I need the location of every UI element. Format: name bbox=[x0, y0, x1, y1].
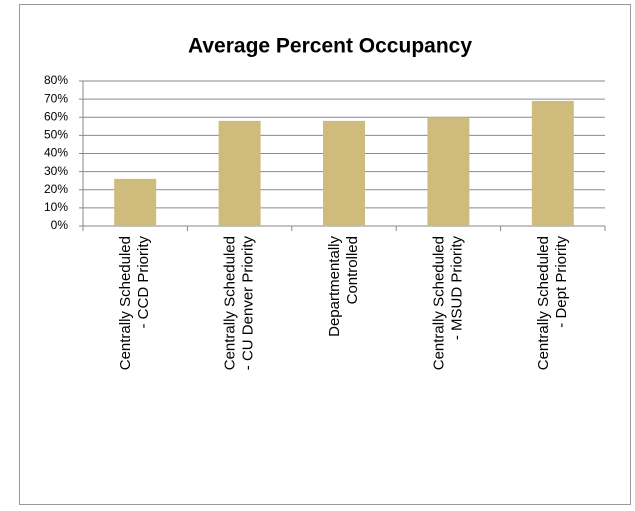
y-tick-label: 40% bbox=[44, 146, 68, 160]
y-tick-label: 70% bbox=[44, 91, 68, 105]
y-tick-label: 60% bbox=[44, 109, 68, 123]
bar bbox=[218, 120, 261, 226]
x-tick-label: Centrally Scheduled- MSUD Priority bbox=[430, 236, 465, 371]
y-tick-label: 10% bbox=[44, 200, 68, 214]
y-tick-label: 30% bbox=[44, 164, 68, 178]
bar bbox=[323, 120, 365, 226]
chart-title: Average Percent Occupancy bbox=[188, 35, 472, 58]
y-tick-label: 50% bbox=[44, 128, 68, 142]
y-tick-label: 80% bbox=[44, 73, 68, 87]
y-tick-label: 0% bbox=[51, 218, 69, 232]
bar bbox=[114, 178, 157, 226]
chart-frame bbox=[19, 4, 631, 505]
x-tick-label: Centrally Scheduled- Dept Priority bbox=[535, 236, 570, 371]
bar bbox=[531, 100, 574, 226]
bar bbox=[427, 117, 470, 226]
x-tick-label: Centrally Scheduled- CCD Priority bbox=[117, 236, 152, 371]
y-tick-label: 20% bbox=[44, 182, 68, 196]
x-tick-label: Centrally Scheduled- CU Denver Priority bbox=[222, 236, 257, 371]
x-tick-label: DepartmentallyControlled bbox=[326, 236, 361, 337]
